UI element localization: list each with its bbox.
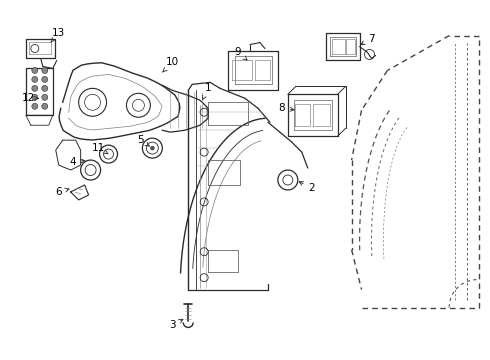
Text: 6: 6	[55, 187, 69, 197]
Text: 2: 2	[299, 182, 315, 193]
Text: 3: 3	[169, 319, 183, 330]
Circle shape	[32, 76, 38, 82]
Circle shape	[150, 146, 154, 150]
Text: 9: 9	[235, 48, 247, 60]
Circle shape	[42, 85, 48, 91]
Circle shape	[42, 76, 48, 82]
Circle shape	[42, 67, 48, 73]
Circle shape	[42, 103, 48, 109]
Text: 4: 4	[70, 157, 85, 167]
Circle shape	[32, 94, 38, 100]
Text: 10: 10	[163, 58, 179, 72]
Text: 1: 1	[203, 84, 212, 99]
Circle shape	[32, 85, 38, 91]
Text: 13: 13	[51, 28, 65, 42]
Circle shape	[42, 94, 48, 100]
Circle shape	[32, 67, 38, 73]
Circle shape	[32, 103, 38, 109]
Text: 11: 11	[92, 143, 108, 154]
Text: 7: 7	[361, 33, 375, 45]
Text: 8: 8	[278, 103, 294, 113]
Text: 12: 12	[22, 93, 38, 103]
Text: 5: 5	[137, 135, 149, 146]
